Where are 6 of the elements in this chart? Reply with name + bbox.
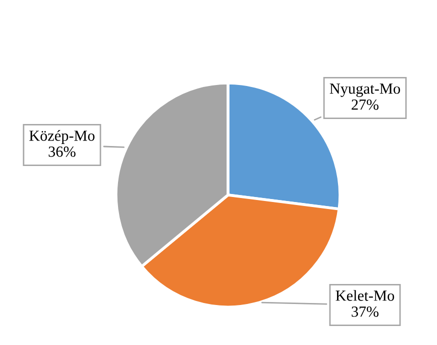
slice-label: Nyugat-Mo [330,84,400,97]
data-label: 37% [352,306,378,317]
data-label: 36% [48,146,76,157]
slice-label: Kelet-Mo [336,290,394,301]
slice-label: Közép-Mo [29,130,95,144]
data-label: 27% [352,100,378,110]
